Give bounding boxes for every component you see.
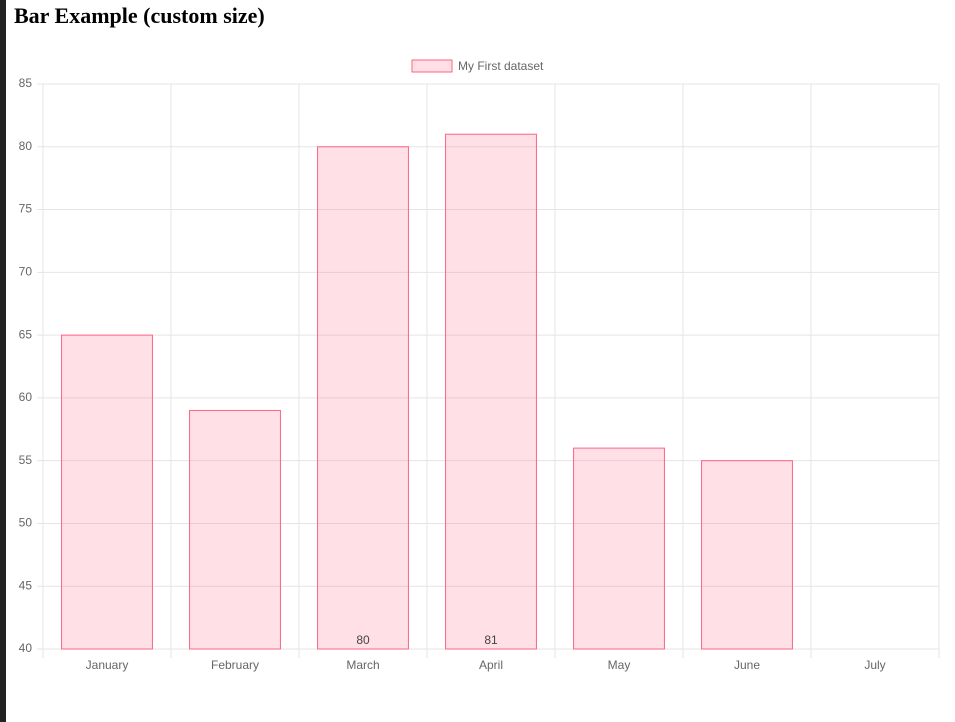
y-tick-label: 40 [19,641,33,655]
y-tick-label: 60 [19,390,33,404]
x-tick-label: May [608,658,631,672]
y-tick-label: 65 [19,327,33,341]
x-tick-label: January [86,658,129,672]
y-tick-label: 50 [19,516,33,530]
y-tick-label: 55 [19,453,33,467]
y-tick-label: 80 [19,139,33,153]
x-tick-label: February [211,658,259,672]
bar [189,409,281,650]
y-tick-label: 85 [19,76,33,90]
chart-title: Bar Example (custom size) [14,3,265,28]
bar [701,460,793,650]
side-strip [0,0,6,722]
x-tick-label: April [479,658,503,672]
y-tick-label: 75 [19,202,33,216]
y-tick-label: 45 [19,578,33,592]
y-tick-label: 70 [19,265,33,279]
bar [445,133,537,650]
value-label: 80 [356,633,370,647]
bar [317,146,409,650]
x-tick-label: June [734,658,760,672]
legend-swatch [411,59,453,73]
bar [573,447,665,650]
bar [61,334,153,650]
x-tick-label: March [346,658,379,672]
legend-label: My First dataset [458,59,544,73]
x-tick-label: July [864,658,885,672]
value-label: 81 [484,633,498,647]
